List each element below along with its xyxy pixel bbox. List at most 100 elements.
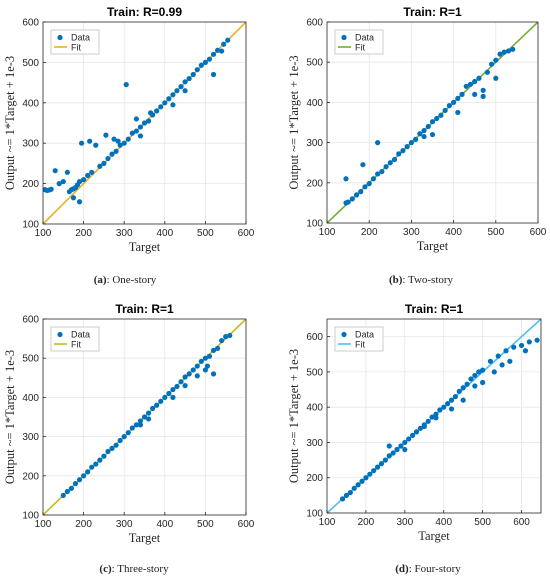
data-point <box>421 133 427 140</box>
data-point <box>493 57 499 63</box>
data-point <box>499 362 505 368</box>
data-point <box>425 123 431 130</box>
data-point <box>413 429 420 435</box>
data-point <box>158 104 164 110</box>
data-point <box>472 372 478 379</box>
data-point <box>358 189 364 195</box>
data-point <box>366 181 372 187</box>
data-point <box>493 75 499 81</box>
data-point <box>429 131 436 138</box>
data-point <box>68 485 75 491</box>
axes-frame <box>42 21 247 225</box>
data-point <box>162 394 168 400</box>
data-point <box>398 443 404 449</box>
chart-panel-four-story: 100 200 300 400 500 600 100 200 300 400 500 600 Trai… <box>287 302 542 543</box>
data-point <box>210 71 217 78</box>
data-point <box>101 453 107 459</box>
x-tick-label: 200 <box>75 519 92 530</box>
data-point <box>386 453 392 459</box>
data-point <box>402 439 408 446</box>
y-tick-label: 300 <box>306 438 323 449</box>
data-point <box>378 461 385 467</box>
data-point <box>105 448 111 455</box>
data-point <box>456 388 462 394</box>
x-tick-label: 300 <box>396 517 413 528</box>
data-point <box>417 425 423 431</box>
chart-panel-three-story: 100 200 300 400 500 600 100 200 300 400 500 600 Trai… <box>3 302 255 545</box>
x-axis-label: Target <box>129 240 161 254</box>
legend-data-marker <box>341 34 347 41</box>
chart-title: Train: R=1 <box>403 5 462 19</box>
data-point <box>472 91 478 97</box>
data-point <box>170 102 176 108</box>
data-point <box>133 128 139 134</box>
caption-c-text: : Three-story <box>111 563 169 575</box>
x-tick-label: 100 <box>319 227 336 238</box>
data-point <box>497 51 503 57</box>
y-tick-label: 500 <box>22 354 39 365</box>
data-point <box>534 337 540 343</box>
data-point <box>109 151 115 157</box>
data-point <box>166 96 172 102</box>
data-point <box>491 369 497 375</box>
y-tick-label: 600 <box>22 315 39 326</box>
legend-data-marker <box>341 331 347 338</box>
caption-c-letter: (c) <box>99 563 112 575</box>
data-point <box>150 405 156 411</box>
data-point <box>464 381 470 387</box>
data-point <box>511 344 517 350</box>
data-point <box>476 75 482 81</box>
y-axis-label: Output ~= 1*Target + 1e-3 <box>3 350 17 484</box>
data-point <box>367 471 373 477</box>
data-point <box>129 425 135 431</box>
data-point <box>442 107 448 114</box>
data-point <box>70 195 77 201</box>
caption-c: (c): Three-story <box>99 563 168 575</box>
y-tick-label: 400 <box>306 98 323 109</box>
data-point <box>194 363 200 369</box>
data-point <box>351 485 357 491</box>
data-layer <box>43 22 246 224</box>
data-point <box>202 367 208 373</box>
caption-a: (a): One-story <box>94 274 157 286</box>
caption-a-text: : One-story <box>106 274 157 286</box>
data-point <box>522 348 529 354</box>
data-point <box>460 397 466 403</box>
data-point <box>103 132 109 138</box>
legend-fit-label: Fit <box>71 340 81 350</box>
data-point <box>408 140 414 146</box>
data-point <box>125 430 131 436</box>
caption-b: (b): Two-story <box>389 274 453 286</box>
axes-frame <box>326 318 542 514</box>
data-point <box>210 51 217 57</box>
y-tick-label: 400 <box>22 98 39 109</box>
x-tick-label: 100 <box>35 519 52 530</box>
data-point <box>480 379 486 386</box>
data-point <box>343 492 350 498</box>
data-point <box>198 62 204 68</box>
data-point <box>186 75 192 82</box>
data-point <box>349 196 355 202</box>
data-point <box>137 124 144 130</box>
axes-frame <box>42 318 247 516</box>
data-point <box>429 414 435 420</box>
data-point <box>510 46 516 52</box>
y-tick-label: 400 <box>22 393 39 404</box>
legend-box <box>50 29 100 55</box>
x-tick-label: 400 <box>156 228 173 239</box>
data-point <box>178 84 184 90</box>
data-layer <box>327 319 541 513</box>
x-tick-label: 600 <box>513 517 530 528</box>
legend-box <box>50 326 100 352</box>
data-point <box>194 67 200 73</box>
data-point <box>455 95 461 101</box>
data-point <box>387 160 393 166</box>
y-tick-label: 100 <box>22 511 39 522</box>
x-tick-label: 300 <box>403 227 420 238</box>
data-point <box>190 71 196 78</box>
data-point <box>60 492 66 498</box>
caption-d: (d): Four-story <box>395 563 460 575</box>
data-point <box>375 171 381 177</box>
data-point <box>227 332 233 339</box>
data-point <box>406 436 412 442</box>
